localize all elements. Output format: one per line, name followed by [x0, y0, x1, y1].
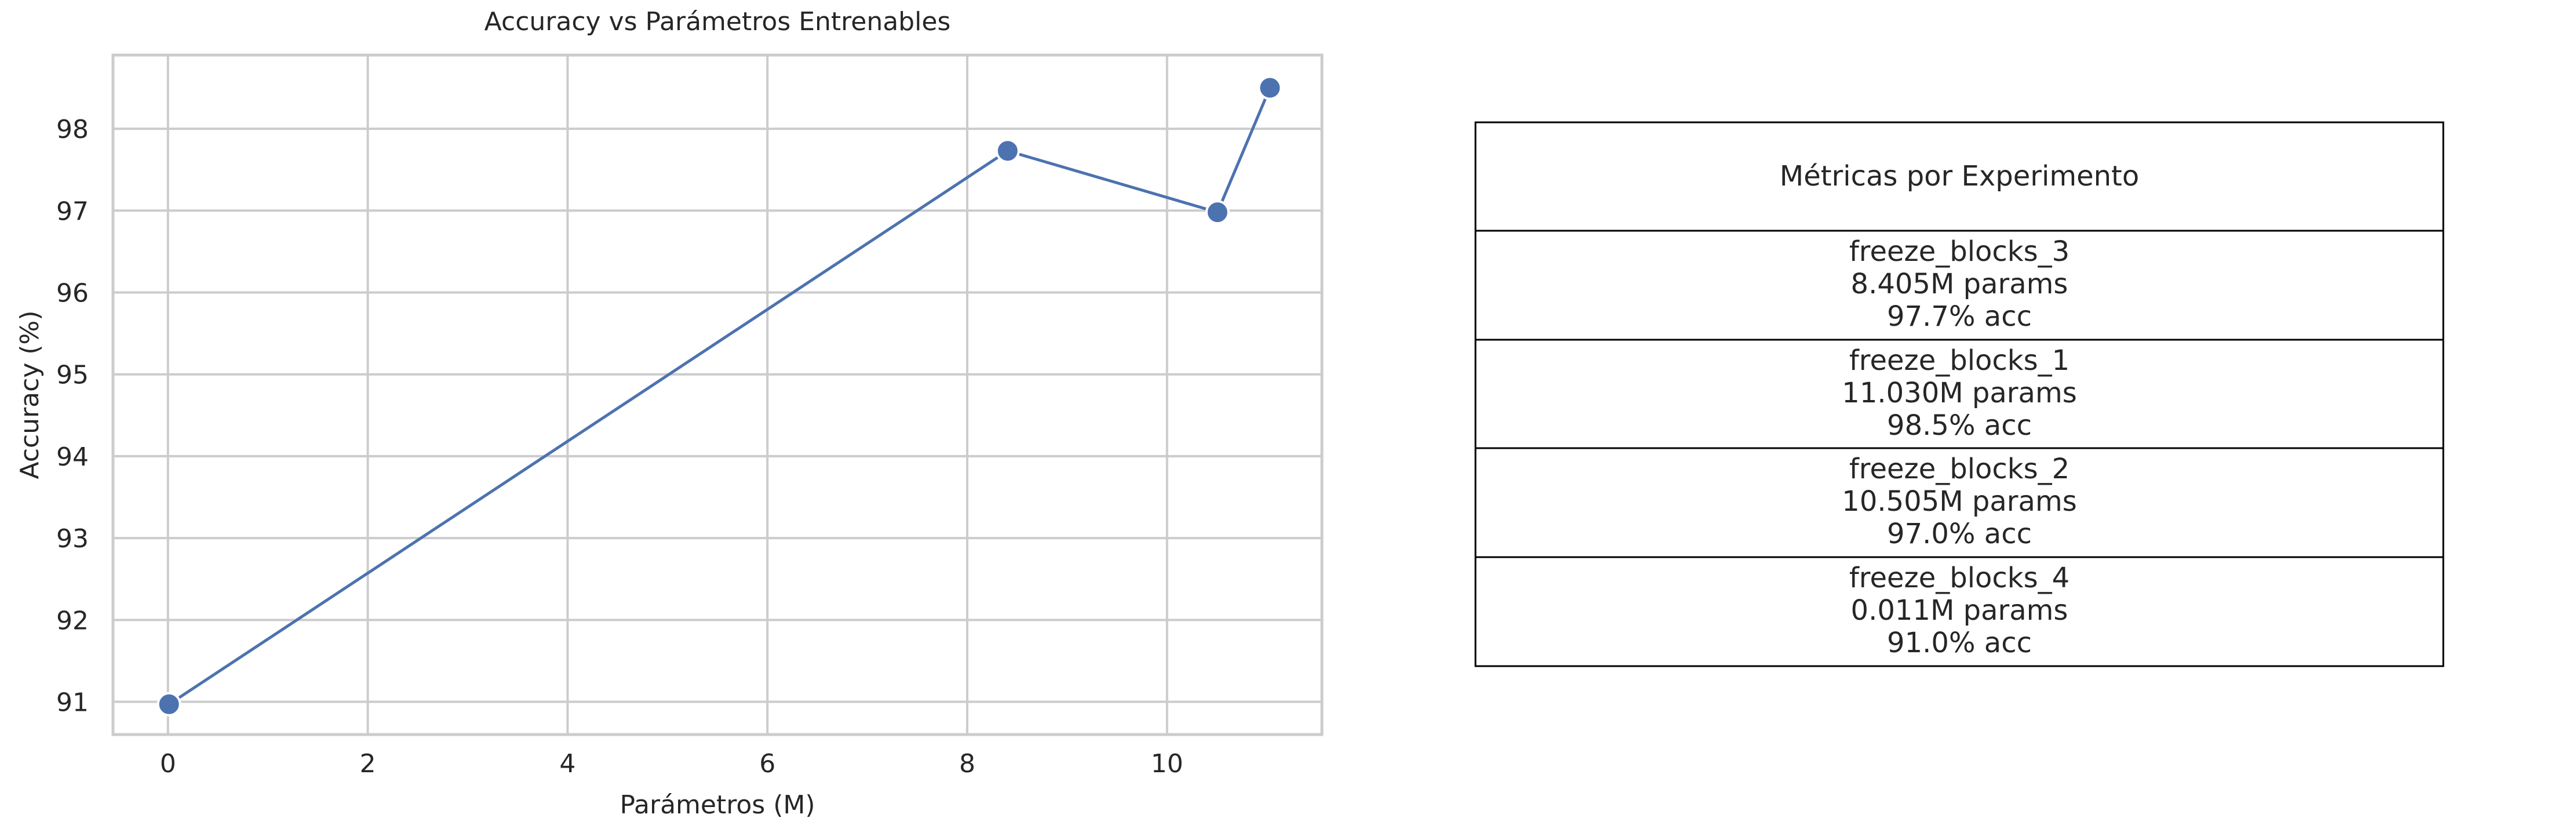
data-point — [156, 692, 181, 717]
experiment-name: freeze_blocks_4 — [1849, 562, 2069, 594]
y-tick-label: 95 — [56, 361, 89, 390]
y-axis-label: Accuracy (%) — [15, 310, 45, 479]
x-tick-label: 8 — [959, 749, 975, 779]
x-tick-label: 2 — [360, 749, 376, 779]
series-line — [168, 87, 1271, 706]
experiment-accuracy: 91.0% acc — [1887, 627, 2032, 659]
series-layer — [156, 75, 1282, 717]
experiment-name: freeze_blocks_1 — [1849, 344, 2069, 377]
x-axis-label: Parámetros (M) — [620, 790, 815, 820]
experiment-name: freeze_blocks_2 — [1849, 453, 2069, 485]
plot-frame — [111, 53, 1324, 736]
y-tick-label: 98 — [56, 115, 89, 144]
x-tick-label: 4 — [559, 749, 575, 779]
experiment-accuracy: 97.0% acc — [1887, 518, 2032, 550]
y-tick-label: 97 — [56, 197, 89, 226]
data-point — [1258, 75, 1282, 100]
table-row: freeze_blocks_4 0.011M params 91.0% acc — [1849, 562, 2069, 659]
y-tick-label: 92 — [56, 606, 89, 635]
experiment-params: 11.030M params — [1842, 377, 2076, 409]
chart-title: Accuracy vs Parámetros Entrenables — [484, 7, 951, 37]
x-tick-label: 10 — [1151, 749, 1183, 779]
data-point — [1205, 200, 1230, 225]
y-tick-label: 91 — [56, 688, 89, 718]
x-tick-label: 6 — [759, 749, 775, 779]
y-tick-label: 93 — [56, 524, 89, 554]
table-row: freeze_blocks_2 10.505M params 97.0% acc — [1842, 453, 2076, 550]
grid — [113, 55, 1322, 735]
experiment-params: 10.505M params — [1842, 485, 2076, 518]
x-tick-label: 0 — [160, 749, 176, 779]
table-row: freeze_blocks_1 11.030M params 98.5% acc — [1842, 344, 2076, 442]
table-border — [1474, 121, 2444, 667]
table-row: freeze_blocks_3 8.405M params 97.7% acc — [1849, 235, 2069, 333]
metrics-table: Métricas por Experimento freeze_blocks_3… — [1474, 121, 2444, 667]
experiment-accuracy: 97.7% acc — [1887, 300, 2032, 333]
data-point — [995, 139, 1020, 163]
line-chart: Accuracy vs Parámetros Entrenables 0 2 4 6 8… — [15, 7, 1324, 820]
y-tick-label: 96 — [56, 278, 89, 308]
experiment-params: 8.405M params — [1851, 268, 2068, 300]
y-tick-label: 94 — [56, 442, 89, 472]
experiment-params: 0.011M params — [1851, 594, 2068, 627]
y-tick-labels: 91 92 93 94 95 96 97 98 — [56, 115, 89, 717]
experiment-accuracy: 98.5% acc — [1887, 409, 2032, 442]
table-title: Métricas por Experimento — [1780, 160, 2139, 192]
x-tick-labels: 0 2 4 6 8 10 — [160, 749, 1183, 779]
experiment-name: freeze_blocks_3 — [1849, 235, 2069, 268]
